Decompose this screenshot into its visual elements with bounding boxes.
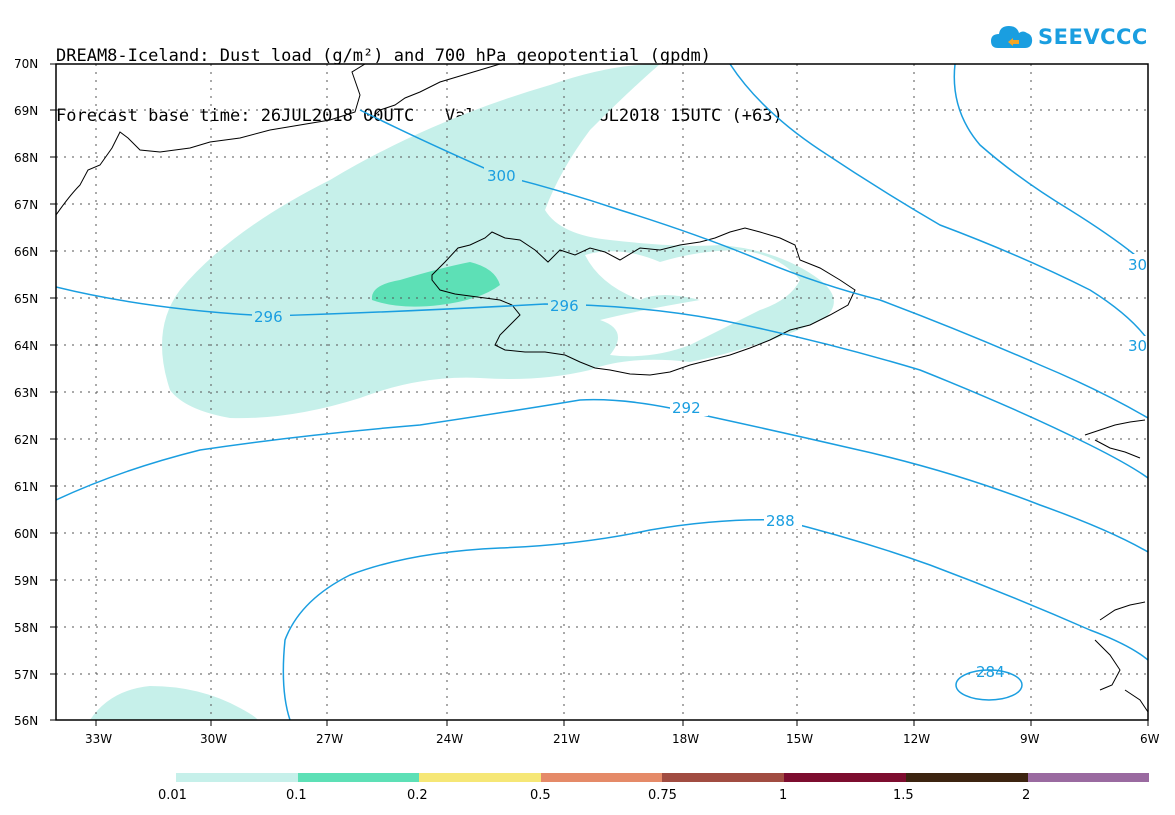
lat-label: 60N [14,527,38,541]
legend-swatch [906,773,1028,782]
legend-colorbar [176,773,1149,782]
contour-label-292: 292 [672,399,701,417]
contour-300-far-east [953,64,1136,256]
legend-label: 0.1 [286,788,307,803]
iceland-interior [585,250,800,357]
dust-area-low [162,64,834,419]
geopotential-contours [56,64,1148,720]
contour-284 [955,669,1023,701]
legend-labels: 0.01 0.1 0.2 0.5 0.75 1 1.5 2 [158,788,1030,803]
lat-label: 70N [14,57,38,71]
legend-swatch [784,773,906,782]
faroe-scotland-coast [1084,419,1148,713]
latitude-labels: 70N 69N 68N 67N 66N 65N 64N 63N 62N 61N … [14,57,38,728]
lat-label: 69N [14,104,38,118]
logo-text: SEEVCCC [1038,25,1148,49]
lat-label: 64N [14,339,38,353]
contour-label-296-center: 296 [550,297,579,315]
contour-label-300-edge-upper: 30 [1128,256,1147,274]
lat-label: 59N [14,574,38,588]
lon-label: 27W [316,732,343,746]
legend-swatch [176,773,298,782]
lat-label: 65N [14,292,38,306]
lon-label: 15W [786,732,813,746]
legend-label: 0.75 [648,788,677,803]
contour-label-300: 300 [487,167,516,185]
lat-label: 68N [14,151,38,165]
lon-label: 21W [553,732,580,746]
seevccc-logo: SEEVCCC [990,20,1148,54]
lat-label: 58N [14,621,38,635]
contour-labels: 300 296 296 292 288 284 30 30 [252,166,1148,681]
legend-label: 0.5 [530,788,551,803]
lon-label: 24W [436,732,463,746]
contour-292 [56,398,1148,553]
coastlines [56,64,1148,713]
lat-label: 67N [14,198,38,212]
legend-label: 0.2 [407,788,428,803]
tick-marks [50,63,1149,726]
lon-label: 6W [1140,732,1160,746]
lat-label: 61N [14,480,38,494]
legend-label: 1.5 [893,788,914,803]
iceland-coast [431,227,856,376]
legend-swatch [541,773,662,782]
dust-area-southwest [90,686,258,720]
contour-288 [282,518,1148,720]
lat-label: 62N [14,433,38,447]
legend-label: 0.01 [158,788,187,803]
greenland-coast [56,64,501,216]
lat-label: 56N [14,714,38,728]
lat-label: 63N [14,386,38,400]
legend-swatch [298,773,419,782]
contour-300-east [729,64,1148,341]
contour-label-288: 288 [766,512,795,530]
lon-label: 12W [903,732,930,746]
lon-label: 18W [672,732,699,746]
legend-swatch [1028,773,1149,782]
legend-label: 2 [1022,788,1030,803]
lat-label: 57N [14,668,38,682]
legend-label: 1 [779,788,787,803]
cloud-icon [991,26,1033,48]
contour-label-296-west: 296 [254,308,283,326]
contour-label-300-edge-lower: 30 [1128,337,1147,355]
longitude-labels: 33W 30W 27W 24W 21W 18W 15W 12W 9W 6W [85,732,1160,746]
lat-label: 66N [14,245,38,259]
lon-label: 9W [1020,732,1040,746]
legend-swatch [662,773,784,782]
lon-label: 33W [85,732,112,746]
lon-label: 30W [200,732,227,746]
title-line-1: DREAM8-Iceland: Dust load (g/m²) and 700… [56,46,712,66]
legend-swatch [419,773,541,782]
contour-label-284: 284 [976,663,1005,681]
